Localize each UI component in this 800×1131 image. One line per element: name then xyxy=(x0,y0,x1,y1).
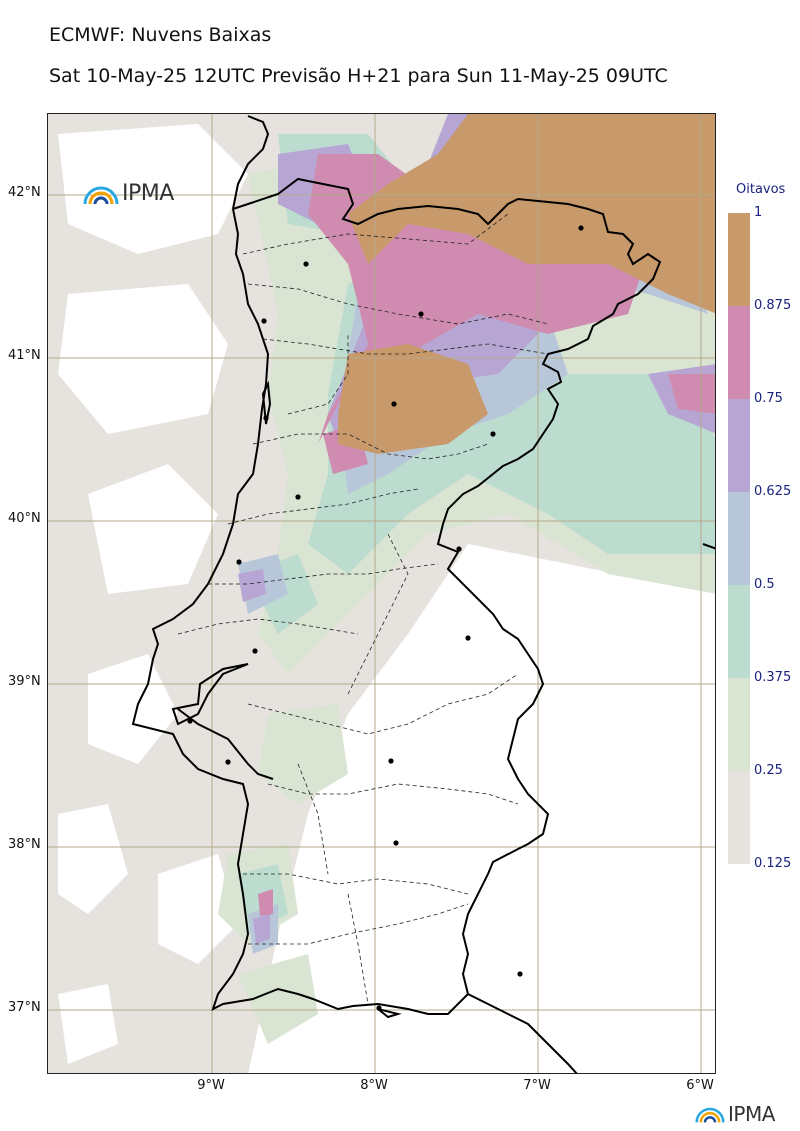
city-aveiro xyxy=(391,401,397,407)
bottom-ipma-logo-text: IPMA xyxy=(728,1102,775,1126)
colorbar-tick-1: 1 xyxy=(754,205,763,220)
colorbar-tick-075: 0.75 xyxy=(754,391,783,406)
map-svg xyxy=(48,114,715,1073)
colorbar-segment xyxy=(728,585,750,678)
bottom-ipma-logo-icon xyxy=(695,1107,725,1123)
lat-label-39: 39°N xyxy=(8,674,41,689)
ocean-clear-patches xyxy=(58,124,248,1064)
colorbar-segment xyxy=(728,399,750,492)
district-boundaries xyxy=(177,213,549,1005)
lon-label-6w: 6°W xyxy=(686,1078,714,1093)
ipma-logo: IPMA xyxy=(82,181,174,206)
city-portalegre xyxy=(187,718,193,724)
colorbar-title: Oitavos xyxy=(736,182,786,197)
city-evora xyxy=(393,840,399,846)
lat-label-40: 40°N xyxy=(8,511,41,526)
colorbar-tick-05: 0.5 xyxy=(754,577,775,592)
city-vila-real xyxy=(418,311,424,317)
map-area: IPMA xyxy=(47,113,716,1074)
city-leiria xyxy=(456,546,462,552)
city-viana-do-castelo xyxy=(261,318,267,324)
city-faro xyxy=(517,971,523,977)
city-viseu xyxy=(490,431,496,437)
colorbar-tick-0375: 0.375 xyxy=(754,670,792,685)
city-guarda xyxy=(295,494,301,500)
city-santarem xyxy=(252,648,258,654)
city-markers xyxy=(187,225,584,1011)
colorbar-segment xyxy=(728,678,750,771)
colorbar-segment xyxy=(728,306,750,399)
colorbar-tick-0875: 0.875 xyxy=(754,298,792,313)
colorbar-segment xyxy=(728,771,750,864)
colorbar-segment xyxy=(728,492,750,585)
colorbar-tick-025: 0.25 xyxy=(754,763,783,778)
lat-label-37: 37°N xyxy=(8,1000,41,1015)
ipma-logo-icon xyxy=(83,186,119,204)
lat-label-42: 42°N xyxy=(8,185,41,200)
lat-label-41: 41°N xyxy=(8,348,41,363)
city-porto xyxy=(263,415,269,421)
bottom-ipma-logo: IPMA xyxy=(694,1102,775,1126)
colorbar-segment xyxy=(728,213,750,306)
city-lisboa xyxy=(225,759,231,765)
colorbar-tick-0625: 0.625 xyxy=(754,484,792,499)
coastline xyxy=(131,115,715,1073)
chart-subtitle: Sat 10-May-25 12UTC Previsão H+21 para S… xyxy=(49,65,668,87)
lon-label-9w: 9°W xyxy=(197,1078,225,1093)
city-castelo-branco xyxy=(465,635,471,641)
city-braga xyxy=(303,261,309,267)
chart-title: ECMWF: Nuvens Baixas xyxy=(49,24,272,46)
city-setubal xyxy=(388,758,394,764)
city-coimbra xyxy=(236,559,242,565)
colorbar-tick-0125: 0.125 xyxy=(754,856,792,871)
city-braganca xyxy=(578,225,584,231)
city-beja xyxy=(376,1005,382,1011)
lon-label-7w: 7°W xyxy=(523,1078,551,1093)
ipma-logo-text: IPMA xyxy=(122,181,174,206)
lon-label-8w: 8°W xyxy=(360,1078,388,1093)
lat-label-38: 38°N xyxy=(8,837,41,852)
